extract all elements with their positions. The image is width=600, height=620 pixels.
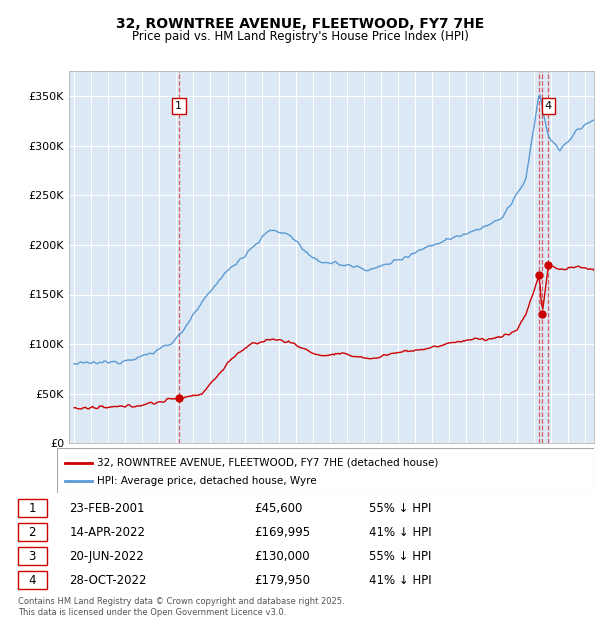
Text: 32, ROWNTREE AVENUE, FLEETWOOD, FY7 7HE (detached house): 32, ROWNTREE AVENUE, FLEETWOOD, FY7 7HE … [97, 458, 439, 467]
Text: Price paid vs. HM Land Registry's House Price Index (HPI): Price paid vs. HM Land Registry's House … [131, 30, 469, 43]
Text: 1: 1 [28, 502, 36, 515]
Text: £169,995: £169,995 [254, 526, 310, 539]
Text: 4: 4 [28, 574, 36, 587]
Text: 2: 2 [28, 526, 36, 539]
Text: 20-JUN-2022: 20-JUN-2022 [70, 549, 145, 562]
Text: 23-FEB-2001: 23-FEB-2001 [70, 502, 145, 515]
Text: Contains HM Land Registry data © Crown copyright and database right 2025.
This d: Contains HM Land Registry data © Crown c… [18, 598, 344, 617]
Text: 55% ↓ HPI: 55% ↓ HPI [369, 549, 431, 562]
Text: 55% ↓ HPI: 55% ↓ HPI [369, 502, 431, 515]
Text: 1: 1 [175, 101, 182, 111]
Text: HPI: Average price, detached house, Wyre: HPI: Average price, detached house, Wyre [97, 476, 317, 486]
Text: 28-OCT-2022: 28-OCT-2022 [70, 574, 147, 587]
Bar [18, 523, 47, 541]
Bar [18, 499, 47, 517]
Text: £45,600: £45,600 [254, 502, 302, 515]
Text: 32, ROWNTREE AVENUE, FLEETWOOD, FY7 7HE: 32, ROWNTREE AVENUE, FLEETWOOD, FY7 7HE [116, 17, 484, 32]
Text: 41% ↓ HPI: 41% ↓ HPI [369, 574, 432, 587]
Text: 3: 3 [28, 549, 36, 562]
Text: £179,950: £179,950 [254, 574, 310, 587]
Text: 14-APR-2022: 14-APR-2022 [70, 526, 146, 539]
Bar [18, 547, 47, 565]
Bar [18, 571, 47, 589]
Text: £130,000: £130,000 [254, 549, 310, 562]
Text: 41% ↓ HPI: 41% ↓ HPI [369, 526, 432, 539]
Text: 4: 4 [545, 101, 552, 111]
